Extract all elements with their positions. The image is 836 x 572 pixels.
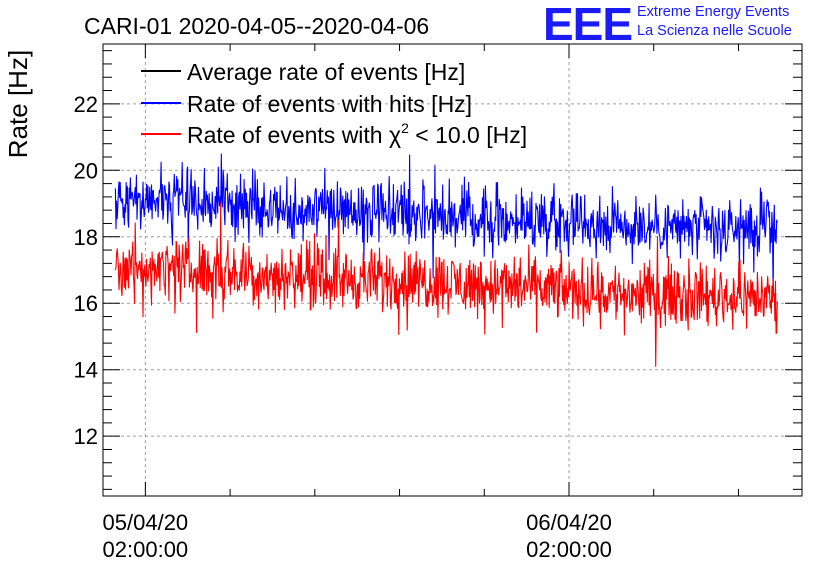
legend: Average rate of events [Hz] Rate of even…	[141, 59, 527, 148]
series-line-chi2	[114, 202, 778, 367]
y-tick-label: 18	[74, 225, 98, 250]
x-tick-time-label: 02:00:00	[526, 537, 612, 562]
axis-labels: 12141618202205/04/2002:00:0006/04/2002:0…	[74, 92, 612, 562]
axis-ticks	[103, 44, 802, 496]
y-tick-label: 14	[74, 358, 98, 383]
x-tick-date-label: 05/04/20	[103, 510, 189, 535]
y-tick-label: 16	[74, 291, 98, 316]
chart-title: CARI-01 2020-04-05--2020-04-06	[84, 13, 429, 39]
legend-label-chi2-sup: 2	[401, 120, 409, 136]
grid-lines	[103, 44, 802, 496]
legend-label-chi2: Rate of events with χ2 < 10.0 [Hz]	[187, 120, 527, 148]
legend-label-chi2-post: < 10.0 [Hz]	[409, 122, 527, 148]
x-tick-time-label: 02:00:00	[103, 537, 189, 562]
eee-logo: EEE	[543, 0, 633, 50]
logo-line-1: Extreme Energy Events	[637, 4, 790, 20]
series-layer	[114, 153, 778, 367]
legend-label-average: Average rate of events [Hz]	[187, 59, 465, 85]
y-tick-label: 20	[74, 158, 98, 183]
series-line-hits	[114, 153, 778, 297]
y-axis-label: Rate [Hz]	[3, 50, 33, 158]
legend-label-chi2-pre: Rate of events with χ	[187, 122, 401, 148]
y-tick-label: 12	[74, 424, 98, 449]
x-tick-date-label: 06/04/20	[526, 510, 612, 535]
plot-frame	[102, 43, 803, 497]
legend-label-hits: Rate of events with hits [Hz]	[187, 91, 472, 117]
logo-line-2: La Scienza nelle Scuole	[637, 23, 792, 39]
y-tick-label: 22	[74, 92, 98, 117]
